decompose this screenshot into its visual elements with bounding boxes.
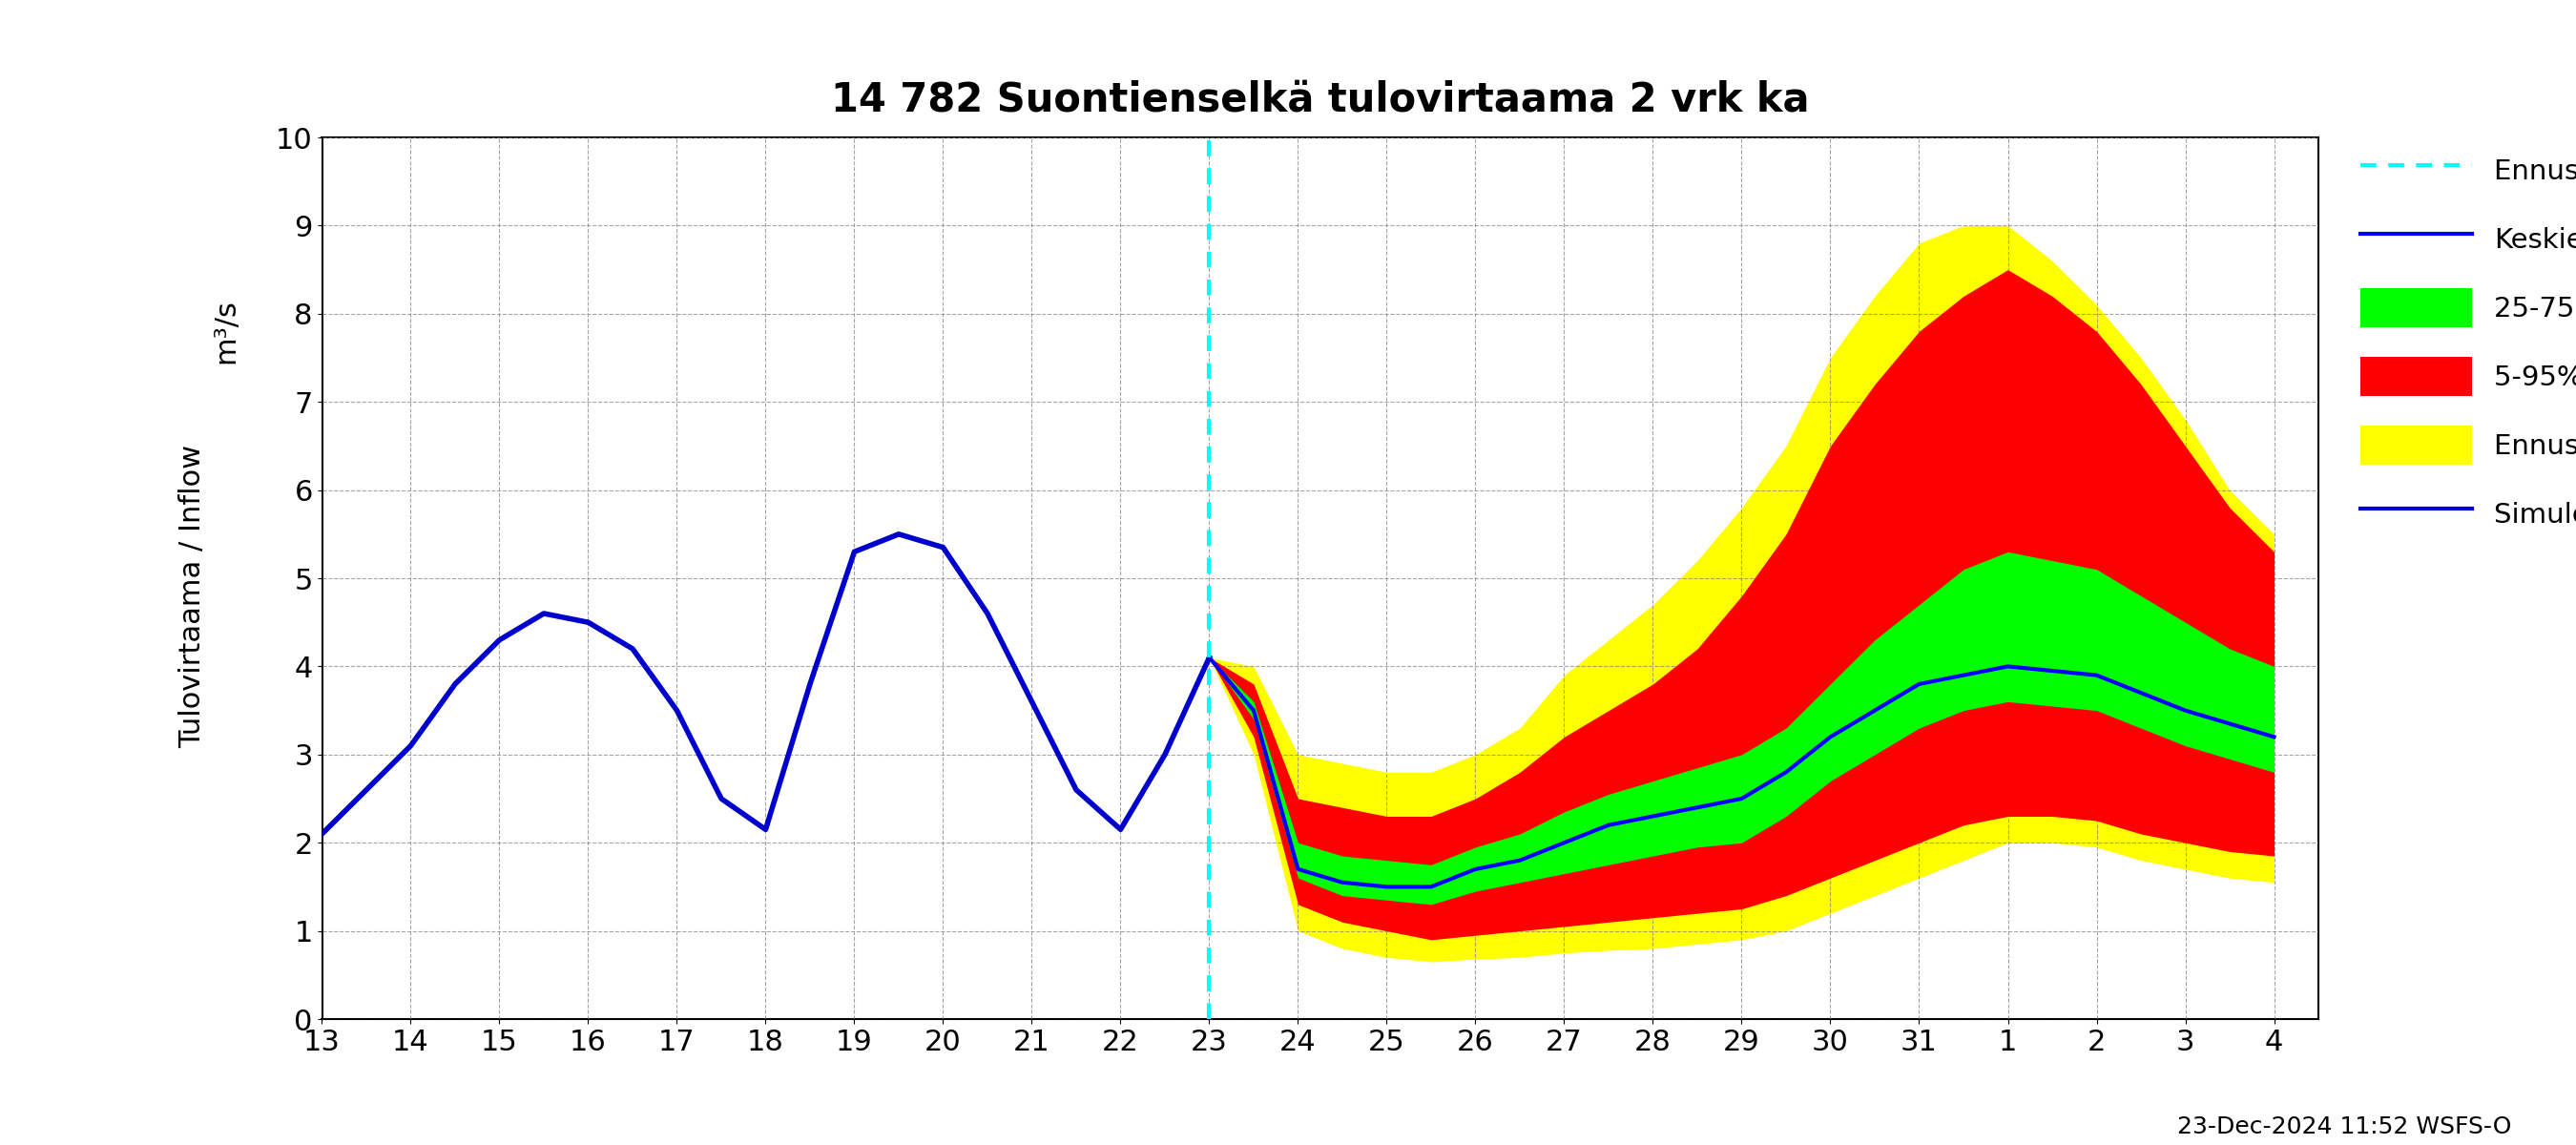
Title: 14 782 Suontienselkä tulovirtaama 2 vrk ka: 14 782 Suontienselkä tulovirtaama 2 vrk …: [832, 79, 1808, 119]
Text: m³/s: m³/s: [211, 299, 240, 364]
Text: Tulovirtaama / Inflow: Tulovirtaama / Inflow: [178, 444, 206, 748]
Text: 23-Dec-2024 11:52 WSFS-O: 23-Dec-2024 11:52 WSFS-O: [2177, 1115, 2512, 1138]
Legend: Ennusteen alku, Keskiennuste, 25-75% Vaihteluväli, 5-95% Vaihteluväli, Ennusteen: Ennusteen alku, Keskiennuste, 25-75% Vai…: [2352, 142, 2576, 542]
